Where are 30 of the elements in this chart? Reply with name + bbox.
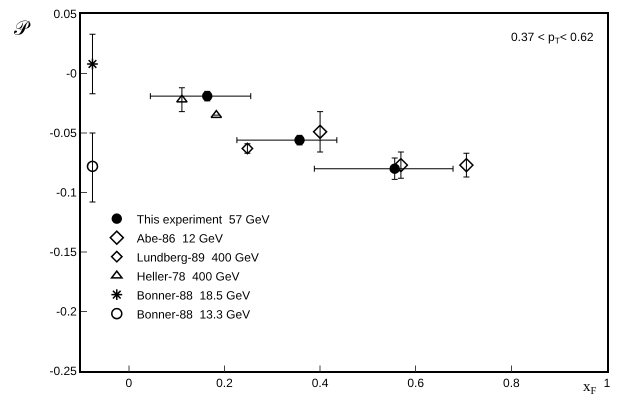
legend-label: Lundberg-89 400 GeV: [136, 250, 259, 264]
point: [210, 110, 222, 118]
legend-label: Bonner-88 18.5 GeV: [136, 288, 250, 302]
point: [459, 158, 474, 172]
annotation: 0.37 < p$_{T}$< 0.62: [511, 30, 594, 46]
x-tick-label: 0.4: [312, 376, 329, 390]
legend-label: Abe-86 12 GeV: [136, 231, 223, 246]
point: [312, 124, 328, 140]
y-tick-label: -0.1: [56, 186, 78, 200]
y-tick-label: -0.15: [49, 245, 78, 260]
point: [86, 160, 98, 172]
y-tick-label: -0.2: [56, 304, 78, 319]
point: [394, 158, 408, 172]
x-tick-label: 0.6: [407, 376, 424, 390]
x-tick-label: 0: [125, 376, 132, 390]
x-tick-label: 0.8: [503, 376, 520, 390]
y-tick-label: -0: [66, 66, 78, 81]
legend-label: Heller-78 400 GeV: [136, 269, 240, 284]
x-axis-title: x$_{F}$: [583, 379, 596, 398]
x-tick-label: 1: [604, 376, 611, 390]
legend-label: Bonner-88 13.3 GeV: [136, 307, 250, 322]
y-tick-label: -0.05: [49, 126, 78, 140]
y-axis-title: 𝒫: [14, 16, 31, 40]
point: [241, 142, 254, 154]
y-tick-label: -0.25: [49, 364, 78, 378]
y-tick-label: 0.05: [53, 7, 78, 22]
legend-label: This experiment 57 GeV: [136, 212, 270, 226]
x-tick-label: 0.2: [216, 376, 234, 390]
point: [176, 94, 188, 103]
point: [86, 58, 99, 70]
